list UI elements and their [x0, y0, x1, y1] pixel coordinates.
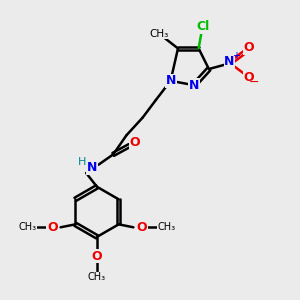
Text: CH₃: CH₃ — [88, 272, 106, 283]
Text: N: N — [87, 161, 97, 174]
Text: N: N — [224, 55, 235, 68]
Text: CH₃: CH₃ — [19, 222, 37, 232]
Text: CH₃: CH₃ — [150, 29, 169, 39]
Text: O: O — [92, 250, 102, 262]
Text: H: H — [78, 158, 86, 167]
Text: N: N — [189, 79, 200, 92]
Text: N: N — [165, 74, 176, 87]
Text: +: + — [232, 51, 240, 62]
Text: O: O — [243, 41, 254, 54]
Text: CH₃: CH₃ — [157, 222, 176, 232]
Text: −: − — [249, 76, 259, 89]
Text: O: O — [129, 136, 140, 149]
Text: O: O — [243, 71, 254, 84]
Text: O: O — [136, 221, 147, 234]
Text: Cl: Cl — [196, 20, 210, 33]
Text: O: O — [47, 221, 58, 234]
